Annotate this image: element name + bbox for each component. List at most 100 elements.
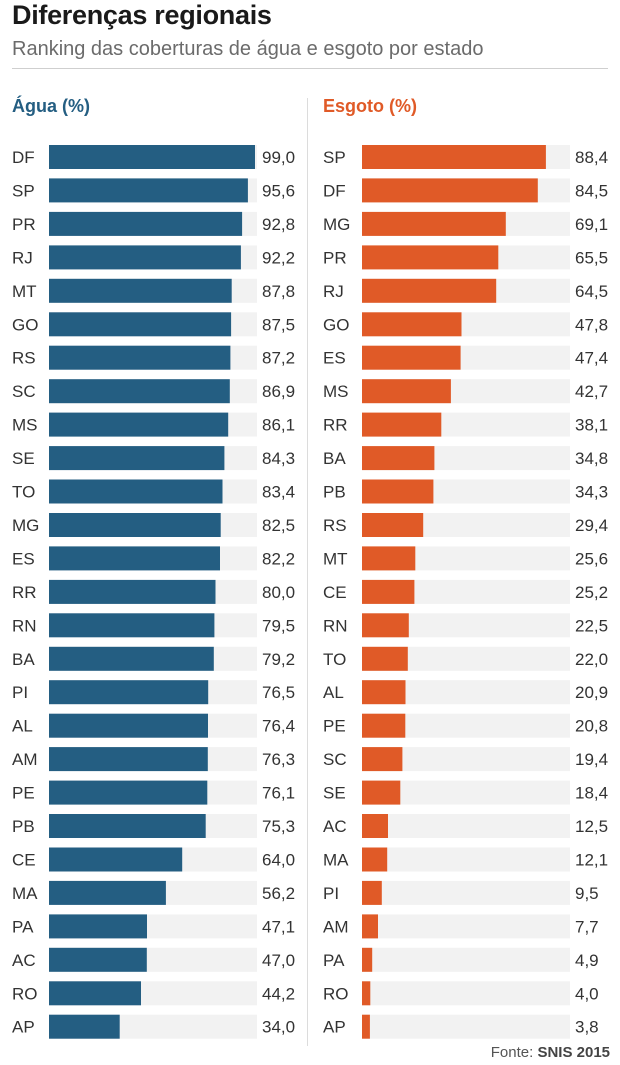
agua-bar-es: [49, 546, 220, 571]
esgoto-category-label: RJ: [323, 282, 344, 301]
esgoto-value-label: 4,9: [575, 951, 599, 970]
esgoto-value-label: 9,5: [575, 884, 599, 903]
agua-category-label: SP: [12, 181, 35, 200]
agua-bar-rj: [49, 245, 241, 270]
esgoto-category-label: AC: [323, 817, 347, 836]
header-divider: [12, 68, 608, 69]
agua-value-label: 47,0: [262, 951, 295, 970]
esgoto-bar-ms: [362, 379, 451, 404]
esgoto-category-label: BA: [323, 449, 346, 468]
esgoto-bar-rj: [362, 278, 497, 303]
agua-bar-pr: [49, 211, 243, 236]
esgoto-category-label: CE: [323, 583, 347, 602]
esgoto-bar-es: [362, 345, 461, 370]
esgoto-bar-pr: [362, 245, 499, 270]
esgoto-bar-track: [362, 1014, 570, 1039]
agua-category-label: MA: [12, 884, 38, 903]
esgoto-category-label: MA: [323, 851, 349, 870]
esgoto-bar-track: [362, 880, 570, 905]
agua-category-label: RN: [12, 616, 37, 635]
source-prefix: Fonte:: [490, 1044, 538, 1061]
column-divider: [307, 98, 308, 1046]
esgoto-value-label: 88,4: [575, 148, 608, 167]
agua-category-label: MT: [12, 282, 37, 301]
agua-category-label: PE: [12, 784, 35, 803]
source-note: Fonte: SNIS 2015: [491, 1044, 610, 1061]
agua-value-label: 82,5: [262, 516, 295, 535]
agua-value-label: 86,1: [262, 416, 295, 435]
esgoto-category-label: GO: [323, 315, 349, 334]
agua-value-label: 87,2: [262, 349, 295, 368]
agua-category-label: MS: [12, 416, 38, 435]
agua-bar-al: [49, 713, 208, 738]
esgoto-category-label: SC: [323, 750, 347, 769]
esgoto-bar-track: [362, 847, 570, 872]
esgoto-value-label: 3,8: [575, 1018, 599, 1037]
agua-category-label: RJ: [12, 248, 33, 267]
agua-bar-ro: [49, 981, 141, 1006]
agua-category-label: SE: [12, 449, 35, 468]
agua-bar-mt: [49, 278, 232, 303]
esgoto-bar-sc: [362, 747, 403, 772]
esgoto-bar-se: [362, 780, 401, 805]
esgoto-bar-sp: [362, 145, 546, 169]
esgoto-bar-ro: [362, 981, 371, 1006]
agua-value-label: 79,2: [262, 650, 295, 669]
esgoto-value-label: 25,2: [575, 583, 608, 602]
agua-value-label: 76,3: [262, 750, 295, 769]
page-title: Diferenças regionais: [12, 0, 272, 30]
esgoto-category-label: MS: [323, 382, 349, 401]
esgoto-bar-al: [362, 680, 406, 705]
agua-value-label: 87,8: [262, 282, 295, 301]
esgoto-category-label: MG: [323, 215, 350, 234]
esgoto-bar-pa: [362, 947, 373, 972]
agua-value-label: 95,6: [262, 181, 295, 200]
esgoto-bar-ap: [362, 1014, 370, 1039]
agua-category-label: SC: [12, 382, 36, 401]
agua-chart-title: Água (%): [12, 96, 90, 116]
agua-value-label: 80,0: [262, 583, 295, 602]
esgoto-bar-rn: [362, 613, 409, 638]
esgoto-value-label: 84,5: [575, 181, 608, 200]
agua-value-label: 99,0: [262, 148, 295, 167]
agua-category-label: AP: [12, 1018, 35, 1037]
agua-bar-ma: [49, 880, 166, 905]
agua-bar-am: [49, 747, 208, 772]
esgoto-category-label: RS: [323, 516, 347, 535]
agua-category-label: DF: [12, 148, 35, 167]
agua-value-label: 84,3: [262, 449, 295, 468]
esgoto-bar-pi: [362, 880, 382, 905]
agua-bar-sp: [49, 178, 248, 203]
agua-bar-se: [49, 446, 225, 471]
agua-bar-ms: [49, 412, 229, 437]
agua-bar-rn: [49, 613, 215, 638]
page-subtitle: Ranking das coberturas de água e esgoto …: [12, 38, 484, 60]
esgoto-value-label: 12,1: [575, 851, 608, 870]
esgoto-value-label: 7,7: [575, 917, 599, 936]
esgoto-category-label: PE: [323, 717, 346, 736]
agua-bar-ap: [49, 1014, 120, 1039]
agua-category-label: RS: [12, 349, 36, 368]
esgoto-bar-ac: [362, 814, 388, 838]
esgoto-value-label: 20,9: [575, 683, 608, 702]
esgoto-bar-rr: [362, 412, 442, 437]
agua-category-label: PA: [12, 917, 34, 936]
esgoto-category-label: SE: [323, 784, 346, 803]
esgoto-value-label: 12,5: [575, 817, 608, 836]
esgoto-value-label: 34,3: [575, 483, 608, 502]
agua-value-label: 56,2: [262, 884, 295, 903]
agua-bar-rr: [49, 579, 216, 604]
esgoto-category-label: RO: [323, 984, 349, 1003]
agua-bar-pb: [49, 814, 206, 838]
esgoto-value-label: 69,1: [575, 215, 608, 234]
esgoto-category-label: TO: [323, 650, 346, 669]
agua-value-label: 64,0: [262, 851, 295, 870]
agua-category-label: PR: [12, 215, 36, 234]
esgoto-bar-to: [362, 646, 408, 671]
esgoto-category-label: AL: [323, 683, 344, 702]
esgoto-category-label: ES: [323, 349, 346, 368]
agua-category-label: CE: [12, 851, 36, 870]
esgoto-bar-go: [362, 312, 462, 337]
agua-value-label: 92,8: [262, 215, 295, 234]
